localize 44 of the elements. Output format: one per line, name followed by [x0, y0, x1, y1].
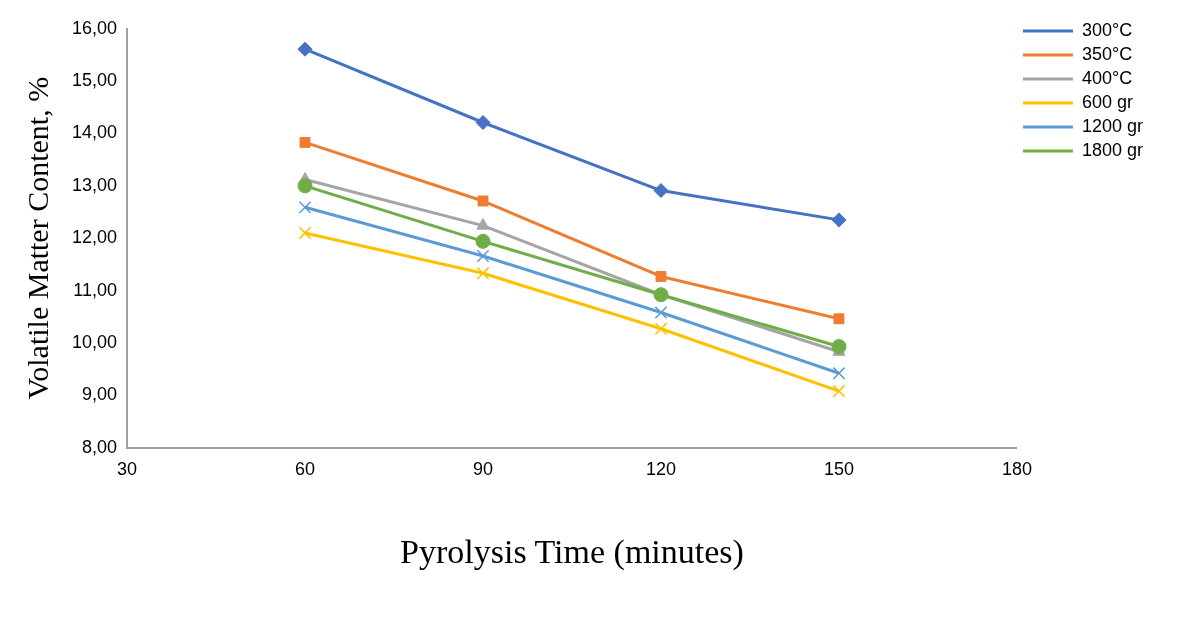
point — [654, 306, 668, 319]
y-axis-title: Volatile Matter Content, % — [20, 76, 54, 400]
y-tick-label: 16,00 — [72, 17, 118, 38]
legend-label: 350°C — [1081, 43, 1133, 64]
point — [655, 270, 667, 282]
point — [476, 266, 490, 280]
x-axis-title: Pyrolysis Time (minutes) — [400, 532, 744, 571]
legend-label: 600 gr — [1081, 91, 1133, 112]
point — [476, 218, 490, 230]
point — [831, 339, 847, 355]
point — [298, 200, 312, 214]
point — [831, 212, 847, 228]
point — [832, 366, 846, 380]
y-tick-label: 8,00 — [82, 436, 118, 457]
y-tick-label: 15,00 — [72, 70, 118, 91]
x-tick-label: 150 — [823, 459, 854, 480]
point — [653, 287, 669, 303]
point — [475, 115, 491, 131]
point — [297, 41, 313, 57]
legend-label: 1800 gr — [1081, 139, 1144, 160]
point — [475, 233, 491, 249]
x-tick-label: 60 — [295, 459, 316, 480]
point — [654, 322, 668, 336]
point — [299, 136, 311, 148]
y-tick-label: 10,00 — [72, 331, 118, 352]
x-tick-label: 180 — [1001, 459, 1032, 480]
y-tick-label: 9,00 — [82, 384, 118, 405]
legend-label: 300°C — [1081, 19, 1133, 40]
x-tick-label: 120 — [645, 459, 677, 480]
point — [298, 226, 312, 240]
point — [833, 313, 845, 325]
point — [297, 178, 313, 194]
legend-label: 400°C — [1081, 67, 1133, 88]
x-tick-label: 90 — [472, 459, 494, 480]
point — [653, 183, 669, 199]
legend-label: 1200 gr — [1081, 115, 1144, 136]
y-tick-label: 11,00 — [73, 279, 118, 300]
y-tick-label: 14,00 — [72, 122, 118, 143]
point — [832, 384, 846, 398]
y-tick-label: 12,00 — [72, 227, 118, 248]
x-tick-label: 30 — [117, 459, 138, 480]
point — [476, 249, 490, 263]
point — [477, 195, 489, 207]
y-tick-label: 13,00 — [72, 174, 118, 195]
